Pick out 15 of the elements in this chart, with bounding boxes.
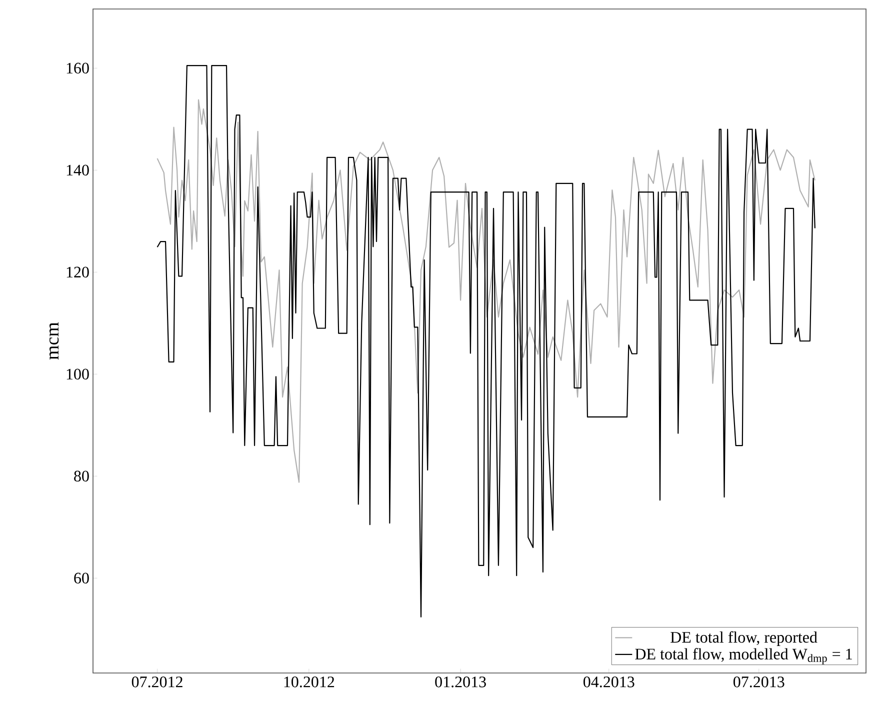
x-tick-label: 07.2012 [132,676,182,688]
y-tick-label: 120 [66,266,89,278]
legend-label: DE total flow, reported [670,631,818,646]
x-tick-label: 04.2013 [584,676,634,688]
y-tick-label: 160 [66,62,89,74]
y-tick-label: 140 [66,164,89,176]
x-tick-label: 01.2013 [435,676,486,688]
x-tick-label: 10.2012 [284,676,334,688]
y-tick-label: 60 [74,572,89,584]
legend-label: DE total flow, modelled W$_{dmp}$ = 1 [635,648,852,664]
line-series [156,99,816,483]
y-tick-label: 100 [66,368,89,380]
x-tick-label: 07.2013 [733,676,784,688]
y-tick-label: 80 [74,470,89,482]
y-axis-title: mcm [50,322,59,360]
